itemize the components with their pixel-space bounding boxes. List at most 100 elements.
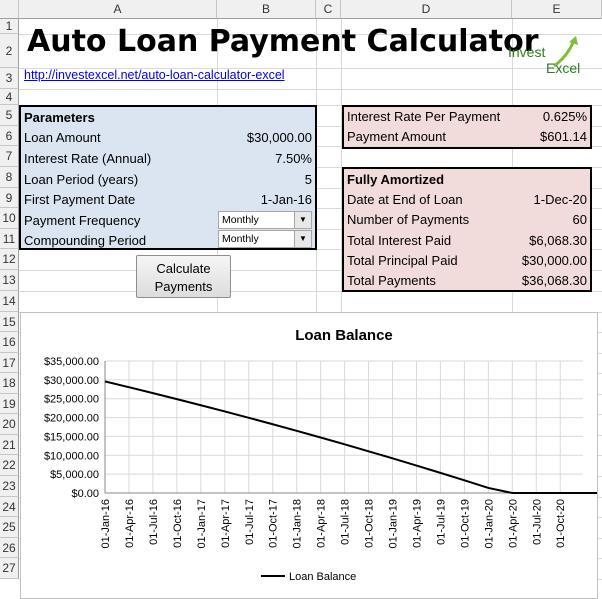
first-payment-date-value[interactable]: 1-Jan-16: [260, 192, 312, 207]
row-header[interactable]: 9: [0, 188, 19, 208]
row-header[interactable]: 22: [0, 455, 19, 476]
total-principal-value[interactable]: $30,000.00: [521, 253, 587, 268]
logo-text-excel: Excel: [546, 60, 581, 76]
chevron-down-icon[interactable]: ▼: [294, 212, 311, 228]
payment-frequency-dropdown[interactable]: Monthly ▼: [218, 211, 312, 229]
website-link[interactable]: http://investexcel.net/auto-loan-calcula…: [24, 68, 285, 82]
y-tick-label: $35,000.00: [44, 356, 99, 368]
loan-balance-chart[interactable]: Loan Balance $35,000.00 $30,000.00 $25,000.…: [20, 312, 598, 599]
x-tick-label: 01-Jul-20: [531, 499, 543, 545]
y-tick-label: $15,000.00: [44, 431, 99, 443]
y-tick-label: $5,000.00: [50, 469, 99, 481]
num-payments-value[interactable]: 60: [572, 212, 587, 227]
col-header-b[interactable]: B: [217, 0, 316, 19]
row-header[interactable]: 4: [0, 89, 19, 105]
col-header-d[interactable]: D: [341, 0, 512, 19]
total-interest-value[interactable]: $6,068.30: [529, 233, 587, 248]
num-payments-label[interactable]: Number of Payments: [347, 212, 470, 227]
grid-line: [19, 270, 602, 271]
row-header[interactable]: 23: [0, 476, 19, 497]
row-header[interactable]: 11: [0, 229, 19, 249]
calculate-button-line1: Calculate: [156, 261, 211, 276]
col-header-e[interactable]: E: [512, 0, 602, 19]
row-header[interactable]: 1: [0, 19, 19, 34]
loan-amount-value[interactable]: $30,000.00: [246, 130, 312, 145]
col-header-a[interactable]: A: [19, 0, 217, 19]
y-tick-label: $10,000.00: [44, 450, 99, 462]
row-header[interactable]: 3: [0, 68, 19, 89]
grid-line: [19, 34, 602, 35]
grid-line: [341, 19, 342, 599]
rate-per-payment-value[interactable]: 0.625%: [542, 109, 587, 124]
end-date-label[interactable]: Date at End of Loan: [347, 192, 463, 207]
compounding-period-label[interactable]: Compounding Period: [24, 233, 147, 248]
row-header[interactable]: 15: [0, 312, 19, 332]
loan-period-label[interactable]: Loan Period (years): [24, 172, 139, 187]
row-header[interactable]: 16: [0, 332, 19, 353]
rate-per-payment-label[interactable]: Interest Rate Per Payment: [347, 109, 501, 124]
row-header[interactable]: 20: [0, 414, 19, 435]
grid-line: [19, 68, 602, 69]
row-header[interactable]: 26: [0, 538, 19, 558]
compounding-period-selected: Monthly: [222, 233, 259, 245]
x-tick-label: 01-Jan-19: [388, 499, 400, 549]
total-payments-value[interactable]: $36,068.30: [521, 273, 587, 288]
payment-amount-value[interactable]: $601.14: [540, 129, 587, 144]
chart-svg: Loan Balance $35,000.00 $30,000.00 $25,000.…: [44, 327, 597, 583]
interest-rate-value[interactable]: 7.50%: [275, 151, 312, 166]
row-header[interactable]: 10: [0, 208, 19, 229]
compounding-period-dropdown[interactable]: Monthly ▼: [218, 230, 312, 248]
row-header[interactable]: 25: [0, 517, 19, 538]
grid-line: [512, 19, 513, 599]
row-header[interactable]: 6: [0, 126, 19, 146]
grid-line: [217, 19, 218, 599]
x-tick-label: 01-Jul-16: [148, 499, 160, 545]
x-tick-label: 01-Oct-16: [172, 499, 184, 548]
row-header[interactable]: 19: [0, 394, 19, 414]
logo-arrow-icon: [553, 36, 578, 68]
loan-period-value[interactable]: 5: [304, 172, 312, 187]
page-title[interactable]: Auto Loan Payment Calculator: [27, 24, 539, 59]
total-principal-label[interactable]: Total Principal Paid: [347, 253, 458, 268]
row-header[interactable]: 7: [0, 146, 19, 167]
loan-amount-label[interactable]: Loan Amount: [24, 130, 101, 145]
row-header[interactable]: 2: [0, 34, 19, 68]
col-header-c[interactable]: C: [316, 0, 341, 19]
chevron-down-icon[interactable]: ▼: [294, 231, 311, 247]
row-header[interactable]: 18: [0, 373, 19, 394]
row-header[interactable]: 21: [0, 435, 19, 455]
row-header[interactable]: 12: [0, 249, 19, 270]
first-payment-date-label[interactable]: First Payment Date: [24, 192, 136, 207]
x-tick-label: 01-Jul-19: [435, 499, 447, 545]
parameters-header[interactable]: Parameters: [24, 110, 95, 125]
end-date-value[interactable]: 1-Dec-20: [533, 192, 587, 207]
fully-amortized-panel: Fully Amortized Date at End of Loan 1-De…: [342, 167, 592, 292]
x-tick-label: 01-Oct-20: [555, 499, 567, 548]
grid-line: [19, 89, 602, 90]
row-header[interactable]: 5: [0, 105, 19, 126]
row-header[interactable]: 17: [0, 353, 19, 373]
chart-title: Loan Balance: [295, 327, 393, 344]
fully-amortized-header[interactable]: Fully Amortized: [347, 172, 445, 187]
total-payments-label[interactable]: Total Payments: [347, 273, 436, 288]
corner-cell[interactable]: [0, 0, 19, 19]
payment-frequency-label[interactable]: Payment Frequency: [24, 213, 141, 228]
row-header[interactable]: 8: [0, 167, 19, 188]
interest-rate-label[interactable]: Interest Rate (Annual): [24, 151, 152, 166]
grid-line: [316, 19, 317, 599]
row-header[interactable]: 24: [0, 497, 19, 517]
x-tick-label: 01-Apr-17: [220, 499, 232, 548]
y-tick-label: $25,000.00: [44, 394, 99, 406]
y-tick-label: $20,000.00: [44, 413, 99, 425]
x-tick-label: 01-Apr-18: [316, 499, 328, 548]
payment-amount-label[interactable]: Payment Amount: [347, 129, 446, 144]
row-header[interactable]: 13: [0, 270, 19, 291]
logo-text-invest: Invest: [508, 44, 546, 60]
row-header[interactable]: 14: [0, 291, 19, 312]
x-tick-label: 01-Jul-18: [340, 499, 352, 545]
x-tick-label: 01-Oct-17: [268, 499, 280, 548]
calculate-payments-button[interactable]: Calculate Payments: [136, 255, 231, 298]
row-header[interactable]: 27: [0, 558, 19, 579]
x-tick-label: 01-Apr-16: [124, 499, 136, 548]
total-interest-label[interactable]: Total Interest Paid: [347, 233, 452, 248]
